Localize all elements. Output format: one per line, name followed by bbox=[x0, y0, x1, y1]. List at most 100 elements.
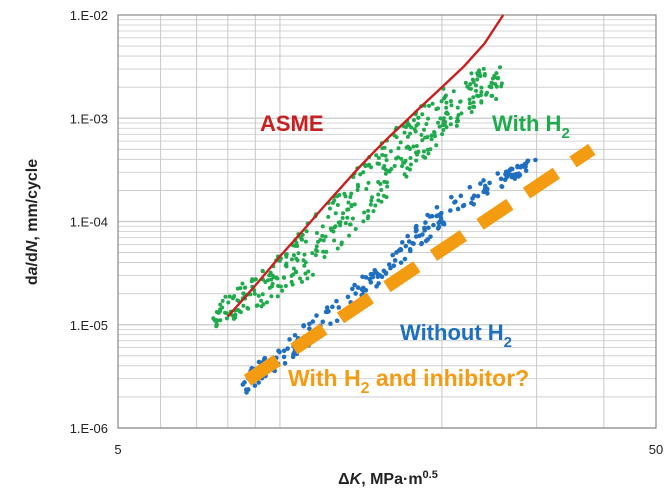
with-h2-point bbox=[295, 258, 300, 263]
with-h2-point bbox=[481, 66, 486, 71]
with-h2-point bbox=[303, 271, 308, 276]
with-h2-point bbox=[444, 110, 449, 115]
without-h2-point bbox=[363, 275, 369, 280]
with-h2-point bbox=[328, 226, 333, 231]
with-h2-point bbox=[241, 303, 246, 308]
with-h2-point bbox=[366, 180, 371, 185]
with-h2-point bbox=[345, 215, 350, 220]
with-h2-point bbox=[305, 276, 310, 281]
with-h2-point bbox=[295, 244, 300, 249]
with-h2-point bbox=[289, 273, 294, 278]
with-h2-point bbox=[231, 316, 236, 321]
with-h2-point bbox=[362, 210, 367, 215]
without-h2-point bbox=[516, 171, 522, 176]
without-h2-point bbox=[485, 186, 490, 192]
with-h2-point bbox=[376, 198, 381, 203]
with-h2-point bbox=[430, 101, 435, 106]
with-h2-point bbox=[349, 203, 354, 208]
with-h2-point bbox=[353, 227, 358, 232]
y-tick-label: 1.E-04 bbox=[70, 215, 108, 230]
with-h2-point bbox=[388, 149, 393, 154]
with-h2-point bbox=[384, 158, 389, 163]
without-h2-point bbox=[439, 210, 444, 216]
without-h2-point bbox=[515, 163, 520, 169]
with-h2-point bbox=[300, 232, 305, 237]
without-h2-point bbox=[350, 286, 355, 292]
with-h2-point bbox=[349, 191, 354, 196]
with-h2-point bbox=[260, 292, 265, 297]
with-h2-point bbox=[224, 316, 229, 321]
with-h2-point bbox=[383, 167, 388, 172]
with-h2-point bbox=[318, 237, 323, 242]
with-h2-point bbox=[392, 164, 397, 169]
with-h2-point bbox=[281, 275, 286, 280]
with-h2-point bbox=[220, 298, 225, 303]
without-h2-point bbox=[301, 323, 306, 329]
with-h2-point bbox=[283, 283, 288, 288]
asme-line bbox=[226, 14, 505, 318]
with-h2-point bbox=[366, 208, 371, 213]
without-h2-point bbox=[436, 224, 442, 230]
without-h2-annotation: Without H2 bbox=[400, 320, 512, 351]
without-h2-point bbox=[458, 193, 464, 199]
with-h2-point bbox=[429, 133, 434, 138]
without-h2-point bbox=[355, 285, 361, 290]
with-h2-point bbox=[218, 302, 223, 307]
without-h2-point bbox=[406, 239, 412, 244]
x-tick-label: 50 bbox=[649, 442, 663, 457]
without-h2-point bbox=[475, 193, 481, 199]
with-h2-point bbox=[455, 105, 460, 110]
with-h2-point bbox=[348, 195, 353, 200]
with-h2-point bbox=[476, 73, 481, 78]
with-h2-point bbox=[220, 305, 225, 310]
with-h2-point bbox=[320, 233, 325, 238]
with-h2-point bbox=[471, 104, 476, 109]
with-h2-point bbox=[379, 199, 384, 204]
with-h2-point bbox=[340, 216, 345, 221]
with-h2-point bbox=[469, 109, 474, 114]
with-h2-point bbox=[424, 121, 429, 126]
without-h2-point bbox=[408, 248, 413, 254]
with-h2-point bbox=[269, 277, 274, 282]
with-h2-point bbox=[294, 240, 299, 245]
with-h2-point bbox=[498, 65, 503, 70]
without-h2-point bbox=[448, 208, 453, 213]
with-h2-point bbox=[358, 172, 363, 177]
with-h2-point bbox=[296, 251, 301, 256]
with-h2-point bbox=[438, 116, 443, 121]
with-h2-point bbox=[227, 294, 232, 299]
with-h2-point bbox=[261, 302, 266, 307]
without-h2-point bbox=[330, 304, 335, 310]
with-h2-point bbox=[315, 249, 320, 254]
y-axis-label-p1: d bbox=[24, 275, 41, 285]
without-h2-point bbox=[314, 313, 319, 318]
without-h2-point bbox=[422, 228, 427, 233]
with-h2-point bbox=[416, 149, 421, 154]
without-h2-point bbox=[281, 354, 287, 360]
without-h2-point bbox=[386, 262, 392, 267]
without-h2-point bbox=[352, 282, 357, 288]
with-h2-point bbox=[492, 73, 497, 78]
x-axis-label-suffix: , MPa·m bbox=[361, 471, 422, 488]
without-h2-point bbox=[512, 173, 517, 179]
with-h2-point bbox=[402, 130, 407, 135]
without-h2-point bbox=[484, 190, 490, 195]
with-h2-point bbox=[375, 161, 380, 166]
with-h2-point bbox=[370, 195, 375, 200]
with-h2-point bbox=[294, 270, 299, 275]
with-h2-point bbox=[303, 260, 308, 265]
with-h2-point bbox=[437, 124, 442, 129]
with-h2-point bbox=[426, 151, 431, 156]
with-h2-point bbox=[214, 324, 219, 329]
with-h2-point bbox=[439, 99, 444, 104]
without-h2-point bbox=[498, 176, 504, 182]
with-h2-point bbox=[499, 84, 504, 89]
without-h2-point bbox=[360, 274, 365, 280]
x-tick-label: 5 bbox=[114, 442, 121, 457]
with-h2-point bbox=[368, 202, 373, 207]
without-h2-point bbox=[326, 309, 331, 314]
without-h2-point bbox=[256, 359, 262, 365]
with-h2-point bbox=[444, 100, 449, 105]
with-h2-point bbox=[338, 220, 343, 225]
with-h2-point bbox=[471, 95, 476, 100]
